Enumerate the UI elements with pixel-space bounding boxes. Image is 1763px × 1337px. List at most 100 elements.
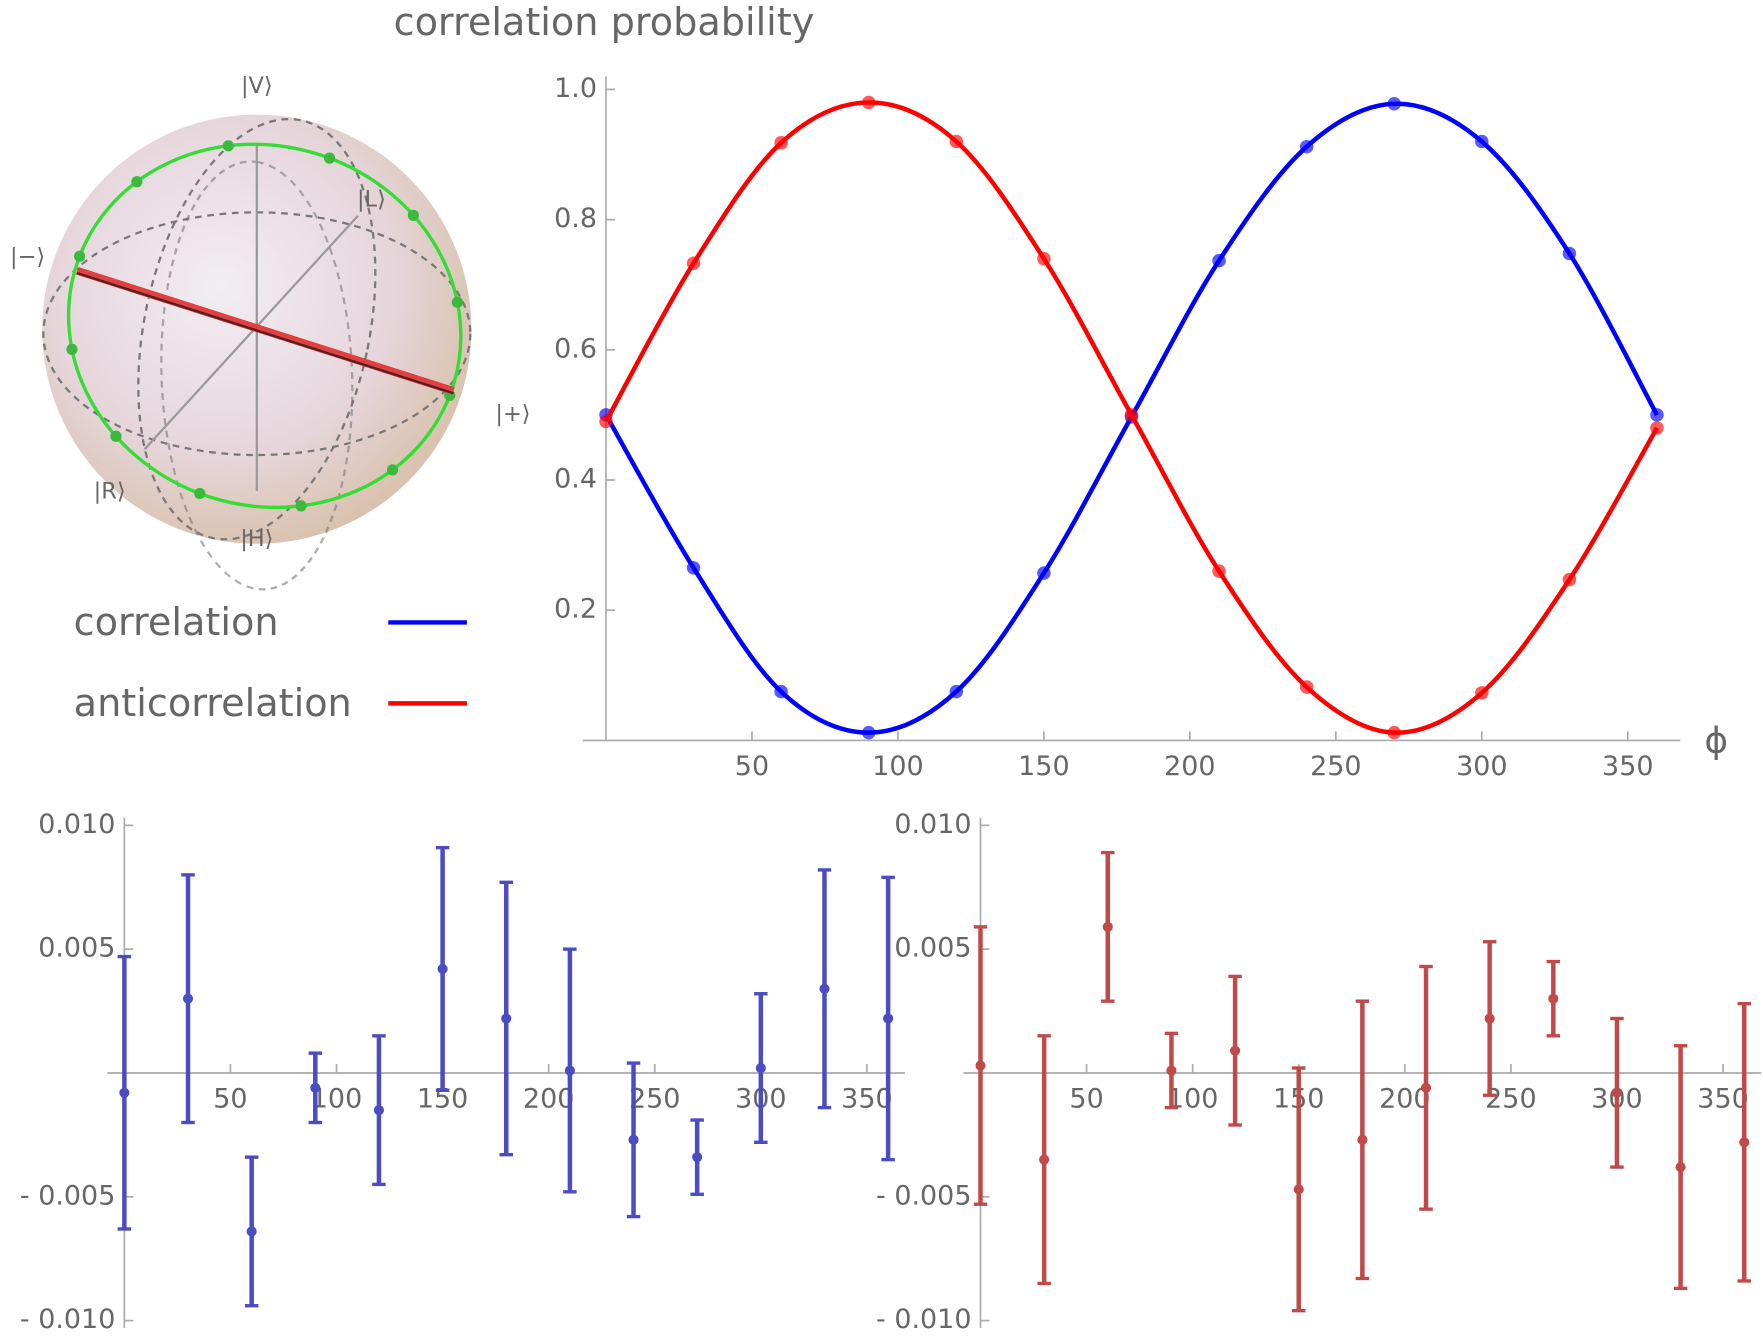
data-point	[1548, 994, 1558, 1004]
data-point	[1475, 686, 1488, 699]
state-label: |H⟩	[240, 526, 273, 552]
data-point	[599, 415, 612, 428]
state-label: |−⟩	[10, 244, 45, 270]
data-point	[862, 726, 875, 739]
data-point	[950, 685, 963, 698]
y-tick-label: 0.8	[554, 203, 597, 234]
data-point	[1387, 97, 1400, 110]
data-point	[1485, 1013, 1495, 1023]
state-point	[408, 210, 419, 221]
data-point	[687, 256, 700, 269]
state-point	[223, 140, 234, 151]
data-point	[438, 964, 448, 974]
y-tick-label: - 0.010	[20, 1304, 115, 1335]
data-point	[692, 1152, 702, 1162]
x-tick-label: 200	[1164, 751, 1215, 782]
y-tick-label: 1.0	[554, 73, 597, 104]
data-point	[1300, 680, 1313, 693]
state-point	[131, 176, 142, 187]
state-point	[295, 500, 306, 511]
y-tick-label: 0.005	[38, 933, 115, 964]
data-point	[819, 984, 829, 994]
x-tick-label: 200	[523, 1083, 574, 1114]
x-tick-label: 50	[213, 1083, 247, 1114]
data-point	[310, 1083, 320, 1093]
data-point	[1475, 135, 1488, 148]
bloch-sphere: |V⟩ |L⟩ |−⟩ |+⟩ |R⟩ |H⟩	[10, 73, 531, 602]
x-tick-label: 350	[1602, 751, 1653, 782]
data-point	[247, 1226, 257, 1236]
data-point	[1230, 1046, 1240, 1056]
state-label: |L⟩	[357, 186, 386, 212]
data-point	[1125, 408, 1138, 421]
data-point	[950, 135, 963, 148]
x-tick-label: 250	[1310, 751, 1361, 782]
x-tick-label: 250	[1485, 1083, 1536, 1114]
data-point	[687, 561, 700, 574]
data-point	[756, 1063, 766, 1073]
data-point	[1563, 247, 1576, 260]
data-point	[1212, 254, 1225, 267]
y-tick-label: 0.010	[38, 809, 115, 840]
y-tick-label: 0.2	[554, 594, 597, 625]
x-tick-label: 250	[629, 1083, 680, 1114]
data-point	[774, 136, 787, 149]
legend-label: anticorrelation	[74, 682, 352, 726]
data-point	[1300, 140, 1313, 153]
data-point	[1387, 726, 1400, 739]
x-tick-label: 100	[872, 751, 923, 782]
data-point	[501, 1013, 511, 1023]
data-point	[1676, 1162, 1686, 1172]
y-tick-label: - 0.005	[876, 1180, 971, 1211]
legend-label: correlation	[74, 601, 279, 645]
data-point	[628, 1135, 638, 1145]
data-point	[1357, 1135, 1367, 1145]
data-point	[1166, 1065, 1176, 1075]
x-tick-label: 100	[1167, 1083, 1218, 1114]
x-tick-label: 150	[1018, 751, 1069, 782]
x-tick-label: 50	[735, 751, 769, 782]
data-point	[1739, 1137, 1749, 1147]
state-label: |+⟩	[495, 401, 530, 427]
y-tick-label: - 0.005	[20, 1180, 115, 1211]
data-point	[1212, 564, 1225, 577]
state-point	[110, 431, 121, 442]
state-label: |R⟩	[94, 479, 126, 505]
data-point	[1294, 1184, 1304, 1194]
state-point	[452, 297, 463, 308]
data-point	[1037, 566, 1050, 579]
state-point	[74, 251, 85, 262]
x-tick-label: 350	[841, 1083, 892, 1114]
data-point	[1421, 1083, 1431, 1093]
state-point	[66, 344, 77, 355]
data-point	[774, 685, 787, 698]
data-point	[862, 96, 875, 109]
x-tick-label: 50	[1069, 1083, 1103, 1114]
y-tick-label: 0.010	[894, 809, 971, 840]
x-tick-label: 300	[1456, 751, 1507, 782]
x-tick-label: 350	[1697, 1083, 1748, 1114]
data-point	[975, 1060, 985, 1070]
data-point	[1563, 573, 1576, 586]
data-point	[883, 1013, 893, 1023]
state-point	[324, 153, 335, 164]
state-point	[194, 488, 205, 499]
data-point	[1650, 408, 1663, 421]
y-tick-label: 0.6	[554, 333, 597, 364]
data-point	[119, 1088, 129, 1098]
data-point	[374, 1105, 384, 1115]
x-axis-label: ϕ	[1704, 721, 1728, 762]
data-point	[565, 1065, 575, 1075]
y-tick-label: 0.4	[554, 464, 597, 495]
y-tick-label: 0.005	[894, 933, 971, 964]
figure: |V⟩ |L⟩ |−⟩ |+⟩ |R⟩ |H⟩ 50 100 150 200 250 30…	[0, 0, 1763, 1337]
chart-title: correlation probability	[394, 1, 815, 45]
state-point	[387, 464, 398, 475]
data-point	[1650, 421, 1663, 434]
data-point	[1612, 1088, 1622, 1098]
y-tick-label: - 0.010	[876, 1304, 971, 1335]
data-point	[183, 994, 193, 1004]
data-point	[1039, 1155, 1049, 1165]
